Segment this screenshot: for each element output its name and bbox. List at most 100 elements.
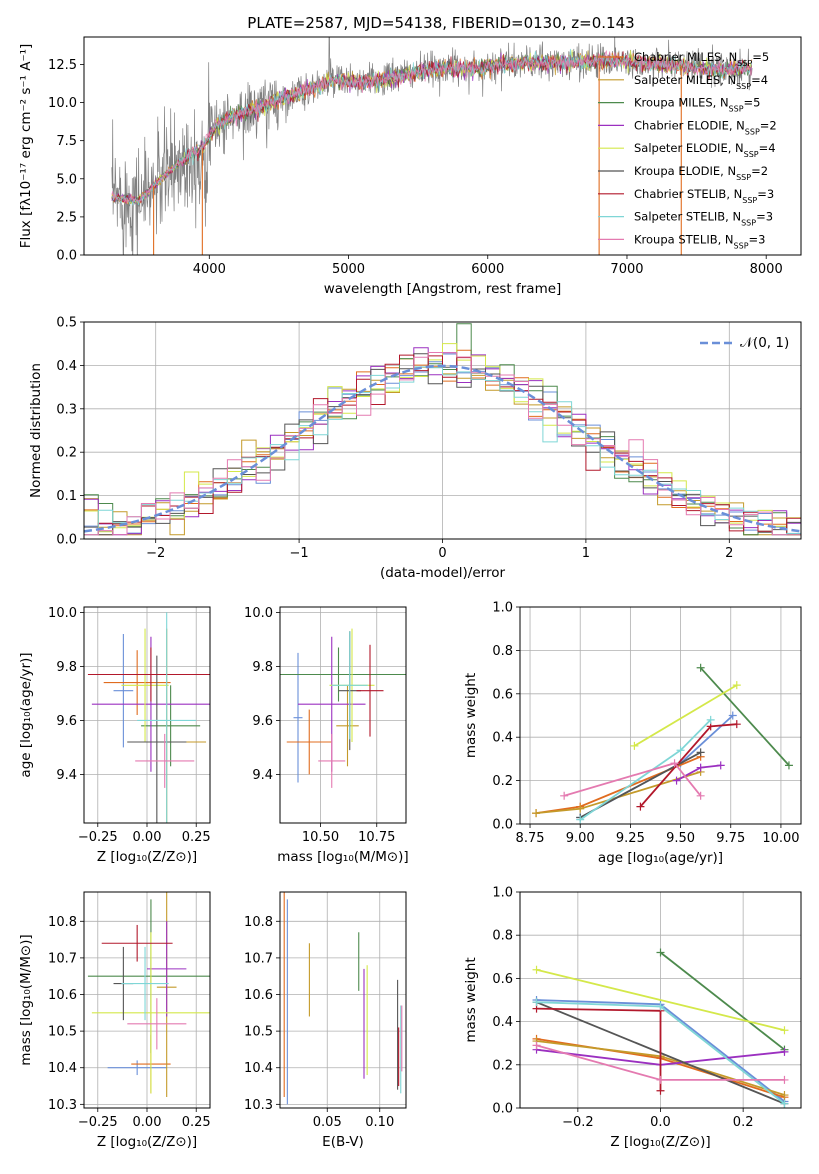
- mass-weight-marker: [532, 965, 541, 974]
- legend-entry: Kroupa STELIB, NSSP=3: [634, 232, 765, 250]
- legend-entry: Salpeter ELODIE, NSSP=4: [634, 141, 776, 159]
- y-axis-label: mass weight: [463, 673, 479, 758]
- y-tick-label: 0.4: [56, 359, 77, 374]
- y-tick-label: 10.6: [244, 988, 273, 1003]
- y-tick-label: 10.7: [48, 951, 77, 966]
- x-tick-label: 2: [725, 546, 733, 561]
- mass-weight-marker: [676, 746, 685, 755]
- x-tick-label: 6000: [471, 262, 504, 277]
- x-tick-label: 0.25: [182, 1115, 211, 1130]
- y-tick-label: 10.4: [244, 1061, 273, 1076]
- x-tick-label: −0.25: [78, 1115, 118, 1130]
- mass-weight-line: [536, 968, 785, 1032]
- mass-weight-marker: [670, 759, 679, 768]
- mass-weight-marker: [576, 815, 585, 824]
- y-tick-label: 0.8: [492, 644, 513, 659]
- spectrum-panel: 4000 5000 6000 7000 8000 0.0 2.5 5.0 7.5 10.0 12.5…: [18, 36, 802, 297]
- y-tick-label: 1.0: [492, 601, 513, 616]
- y-axis-label: age [log₁₀(age/yr)]: [18, 652, 34, 777]
- x-tick-label: 9.00: [566, 831, 595, 846]
- x-axis-label: (data-model)/error: [380, 565, 506, 581]
- legend-entry: Chabrier ELODIE, NSSP=2: [634, 118, 777, 136]
- y-tick-label: 0.8: [492, 929, 513, 944]
- y-tick-label: 7.5: [56, 134, 77, 149]
- y-tick-label: 9.8: [56, 660, 77, 675]
- mass-weight-marker: [784, 761, 793, 770]
- x-tick-label: 7000: [610, 262, 643, 277]
- residual-histogram: [84, 366, 801, 536]
- x-tick-label: 10.75: [358, 830, 395, 845]
- x-tick-label: 0.05: [313, 1115, 342, 1130]
- mass-weight-marker: [696, 763, 705, 772]
- axes-frame: [519, 891, 802, 1109]
- x-tick-label: 0.0: [650, 1115, 671, 1130]
- age-vs-mass-panel: 10.50 10.75 9.4 9.6 9.8 10.0 mass [log₁₀(M/M⊙)…: [244, 606, 409, 865]
- y-tick-label: 0.2: [56, 446, 77, 461]
- x-tick-label: −1: [290, 546, 309, 561]
- y-tick-label: 0.1: [56, 489, 77, 504]
- y-tick-label: 10.0: [244, 606, 273, 621]
- x-tick-label: −0.25: [78, 830, 118, 845]
- x-axis-label: mass [log₁₀(M/M⊙)]: [277, 849, 408, 865]
- plot-area: [84, 892, 210, 1108]
- y-tick-label: 1.0: [492, 886, 513, 901]
- mass-weight-marker: [656, 948, 665, 957]
- mass-weight-marker: [780, 1047, 789, 1056]
- axes-frame: [279, 891, 407, 1109]
- x-axis-label: age [log₁₀(age/yr)]: [598, 850, 723, 866]
- y-tick-label: 0.6: [492, 687, 513, 702]
- x-tick-label: 8.75: [516, 831, 545, 846]
- axes-frame: [279, 606, 407, 824]
- y-tick-label: 10.8: [244, 915, 273, 930]
- x-tick-label: −2: [146, 546, 165, 561]
- axes-frame: [83, 36, 802, 256]
- legend-entry: Chabrier MILES, NSSP=5: [634, 50, 769, 68]
- mass-weight-marker: [560, 791, 569, 800]
- age-vs-metallicity-panel: −0.25 0.00 0.25 9.4 9.6 9.8 10.0 Z [log₁₀(Z/Z⊙)…: [18, 606, 211, 865]
- y-tick-label: 9.6: [56, 714, 77, 729]
- x-tick-label: 0.25: [182, 830, 211, 845]
- mass-weight-marker: [696, 748, 705, 757]
- legend-entry: Salpeter STELIB, NSSP=3: [634, 210, 773, 228]
- residual-histogram: [84, 343, 801, 533]
- mass-weight-marker: [706, 715, 715, 724]
- y-tick-label: 0.2: [492, 774, 513, 789]
- y-tick-label: 10.0: [48, 96, 77, 111]
- mass-weight-marker: [656, 1075, 665, 1084]
- x-tick-label: 0: [438, 546, 446, 561]
- y-tick-label: 0.6: [492, 972, 513, 987]
- mass-weight-marker: [672, 776, 681, 785]
- x-tick-label: 9.50: [666, 831, 695, 846]
- x-tick-label: 0.00: [133, 830, 162, 845]
- mass-weight-marker: [630, 741, 639, 750]
- x-tick-label: 4000: [193, 262, 226, 277]
- legend-entry: 𝒩(0, 1): [740, 335, 789, 351]
- y-tick-label: 0.0: [56, 249, 77, 264]
- mass-weight-marker: [532, 809, 541, 818]
- y-tick-label: 10.3: [244, 1098, 273, 1113]
- y-axis-label: mass [log₁₀(M/M⊙)]: [18, 934, 34, 1065]
- mass-weight-marker: [732, 681, 741, 690]
- mass-weight-marker: [696, 663, 705, 672]
- spectrum-title: PLATE=2587, MJD=54138, FIBERID=0130, z=0…: [247, 14, 634, 32]
- mass-weight-marker: [780, 1099, 789, 1108]
- x-tick-label: 1: [582, 546, 590, 561]
- x-tick-label: 10.50: [302, 830, 339, 845]
- plot-area: [84, 607, 210, 823]
- legend-entry: Salpeter MILES, NSSP=4: [634, 73, 768, 91]
- x-tick-label: 8000: [750, 262, 783, 277]
- x-tick-label: −0.2: [562, 1115, 594, 1130]
- y-tick-label: 0.5: [56, 316, 77, 331]
- x-axis-label: Z [log₁₀(Z/Z⊙)]: [97, 1134, 197, 1150]
- plot-area: [520, 607, 801, 824]
- plot-area: [280, 607, 406, 823]
- y-tick-label: 5.0: [56, 172, 77, 187]
- x-axis-label: Z [log₁₀(Z/Z⊙)]: [610, 1134, 710, 1150]
- mass-weight-marker: [532, 998, 541, 1007]
- mass-vs-metallicity-panel: −0.25 0.00 0.25 10.3 10.4 10.5 10.6 10.7 10.8 Z […: [18, 891, 211, 1150]
- y-tick-label: 0.2: [492, 1058, 513, 1073]
- residuals-panel: −2 −1 0 1 2 0.0 0.1 0.2 0.3 0.4 0.5 (data-model)/er…: [28, 316, 802, 581]
- x-tick-label: 9.75: [716, 831, 745, 846]
- x-tick-label: 0.2: [733, 1115, 754, 1130]
- y-tick-label: 9.6: [252, 714, 273, 729]
